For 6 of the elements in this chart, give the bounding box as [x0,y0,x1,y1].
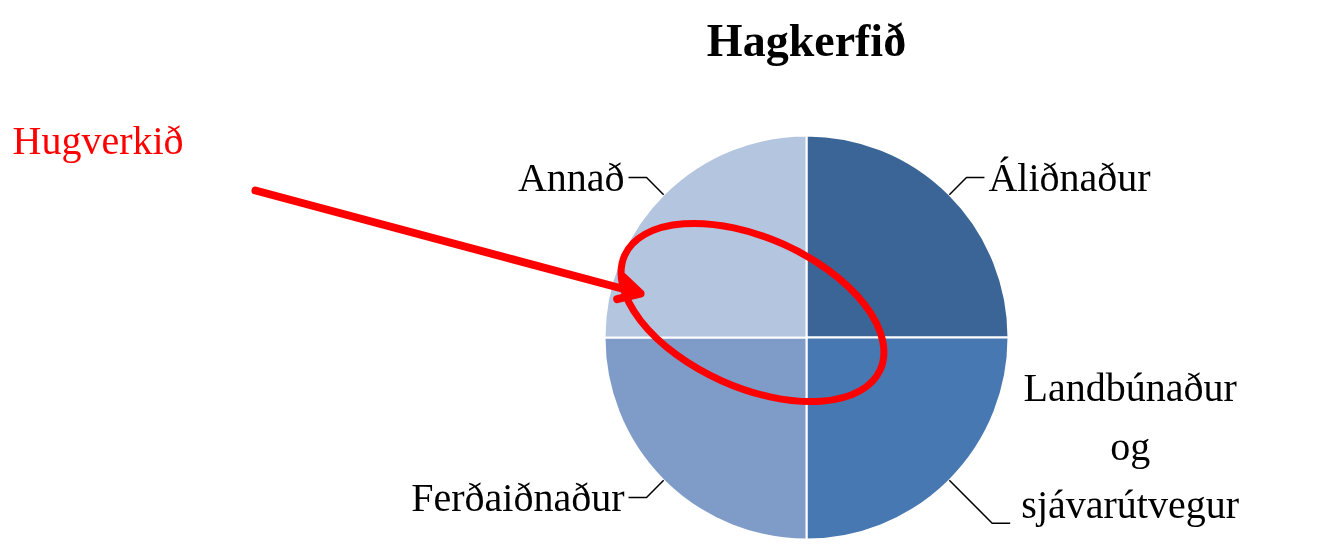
chart-title: Hagkerfið [706,15,907,66]
text: Hugverkið [12,118,184,163]
slice-label: Landbúnaður og sjávarútvegur [1021,365,1240,528]
slice-label: Annað [517,155,625,201]
slice-label: Ferðaiðnaður [411,474,625,520]
slice-label: Áliðnaður [988,155,1151,201]
